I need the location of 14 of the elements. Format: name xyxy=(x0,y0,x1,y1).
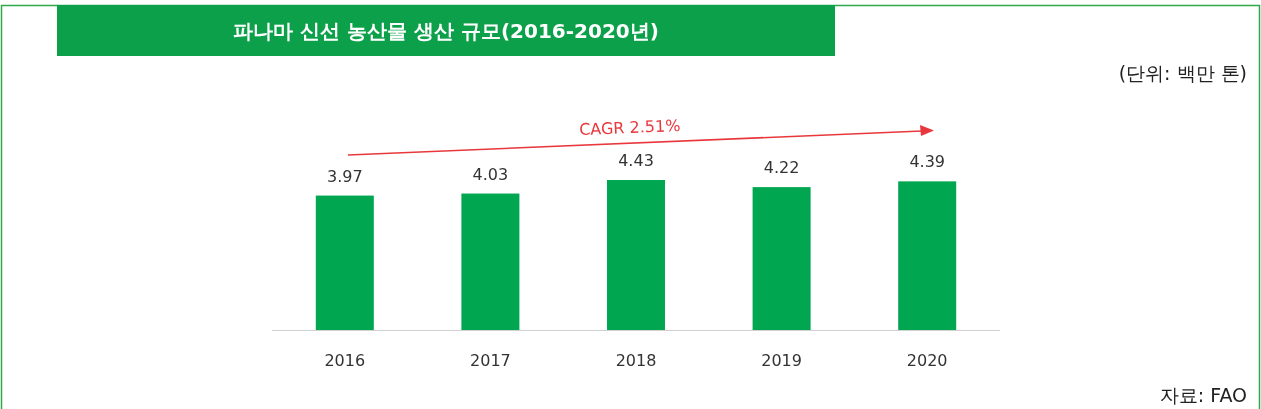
text: (단위: 백만 톤) xyxy=(1118,62,1247,84)
x-tick-label: 2018 xyxy=(615,351,657,370)
text: CAGR 2.51% xyxy=(578,115,681,140)
data-label: 4.22 xyxy=(763,158,800,178)
x-tick-label: 2020 xyxy=(906,351,948,370)
x-tick-label: 2016 xyxy=(324,351,366,370)
chart-title: 파나마 신선 농산물 생산 규모(2016-2020년) xyxy=(233,19,659,43)
x-tick-label: 2019 xyxy=(761,351,802,370)
data-label: 4.03 xyxy=(472,164,509,184)
text: 자료: FAO xyxy=(1159,384,1247,406)
data-label: 3.97 xyxy=(326,166,363,186)
data-label: 4.39 xyxy=(909,152,946,172)
x-tick-label: 2017 xyxy=(470,351,511,370)
data-label: 4.43 xyxy=(618,151,654,170)
